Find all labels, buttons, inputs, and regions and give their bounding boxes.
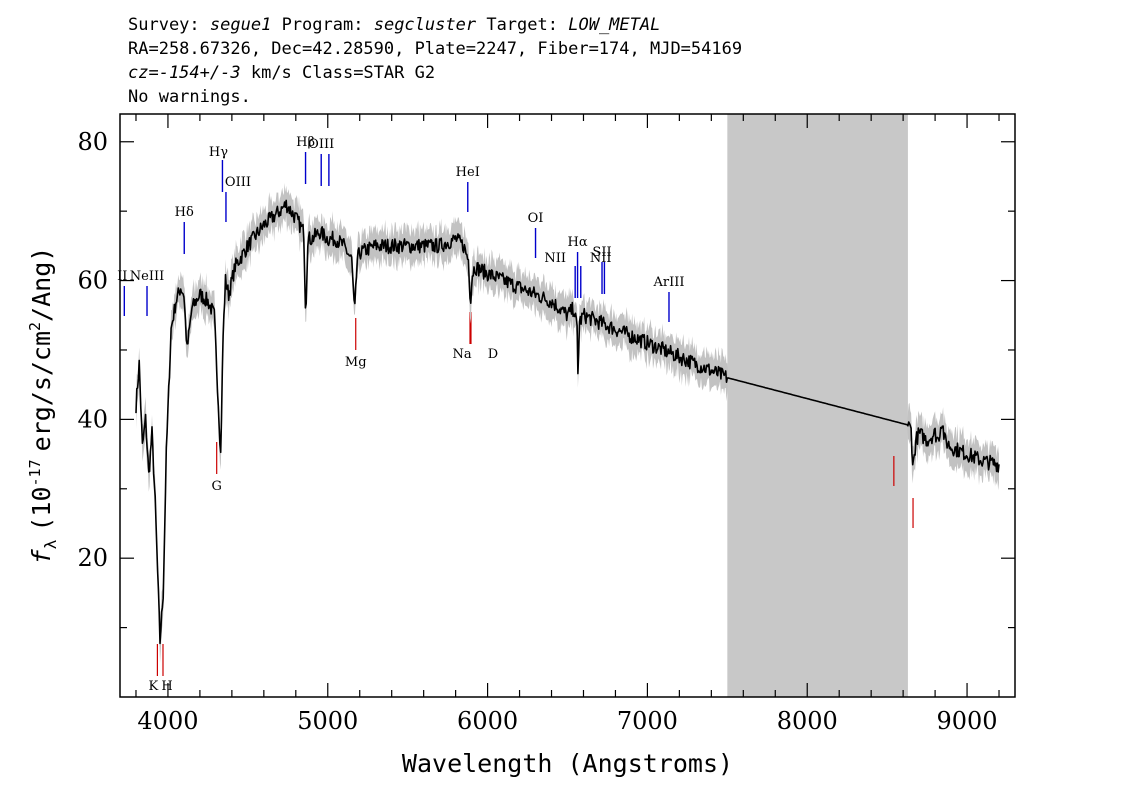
x-tick-label: 8000 — [777, 707, 838, 735]
x-tick-label: 5000 — [297, 707, 358, 735]
absorption-line-label: K — [149, 679, 159, 694]
absorption-line-label: D — [488, 347, 498, 362]
header-line-2: RA=258.67326, Dec=42.28590, Plate=2247, … — [128, 39, 742, 59]
header-line-3: cz=-154+/-3 km/s Class=STAR G2 — [128, 63, 435, 83]
header-line-1: Survey: segue1 Program: segcluster Targe… — [128, 15, 660, 35]
emission-line-label: Hβ — [296, 135, 315, 150]
spectrum-line — [135, 199, 1000, 645]
x-tick-label: 9000 — [937, 707, 998, 735]
spectrum-layer — [135, 183, 1000, 664]
emission-line-label: NeIII — [130, 269, 164, 284]
y-axis-title: fλ(10-17erg/s/cm2/Ang) — [26, 247, 60, 565]
tick-labels: 4000 5000 6000 7000 8000 9000 20 40 60 80 — [77, 128, 997, 735]
emission-line-label: Hδ — [175, 205, 194, 220]
absorption-line-label: Mg — [345, 355, 367, 370]
emission-line-label: SII — [592, 245, 611, 260]
line-markers: ΙΙ NeIIIHδHγOIIIHβOIIIHeIOINIIHαNIISIIArI… — [117, 135, 914, 694]
y-tick-label: 60 — [77, 267, 108, 295]
emission-line-label: Hα — [568, 235, 588, 250]
y-tick-label: 80 — [77, 128, 108, 156]
emission-line-label: ΙΙ — [117, 269, 127, 284]
emission-line-label: NII — [544, 251, 566, 266]
emission-line-label: HeI — [456, 165, 480, 180]
y-tick-label: 40 — [77, 405, 108, 433]
masked-region — [727, 114, 908, 697]
emission-line-label: ArIII — [652, 275, 684, 290]
x-tick-label: 7000 — [617, 707, 678, 735]
header-line-4: No warnings. — [128, 87, 251, 107]
emission-line-label: OIII — [308, 137, 334, 152]
absorption-line-label: G — [211, 479, 221, 494]
x-tick-label: 6000 — [457, 707, 518, 735]
plot-frame — [119, 113, 1016, 698]
emission-line-label: OI — [528, 211, 544, 226]
emission-line-label: OIII — [225, 175, 251, 190]
absorption-line-label: H — [161, 679, 172, 694]
x-axis-title: Wavelength (Angstroms) — [402, 749, 733, 778]
emission-line-label: Hγ — [209, 145, 228, 160]
y-tick-label: 20 — [77, 544, 108, 572]
chart-header: Survey: segue1 Program: segcluster Targe… — [128, 15, 742, 107]
x-tick-label: 4000 — [137, 707, 198, 735]
emission-line-label: NII — [590, 251, 612, 266]
absorption-line-label: Na — [452, 347, 471, 362]
axis-ticks — [120, 114, 1015, 697]
